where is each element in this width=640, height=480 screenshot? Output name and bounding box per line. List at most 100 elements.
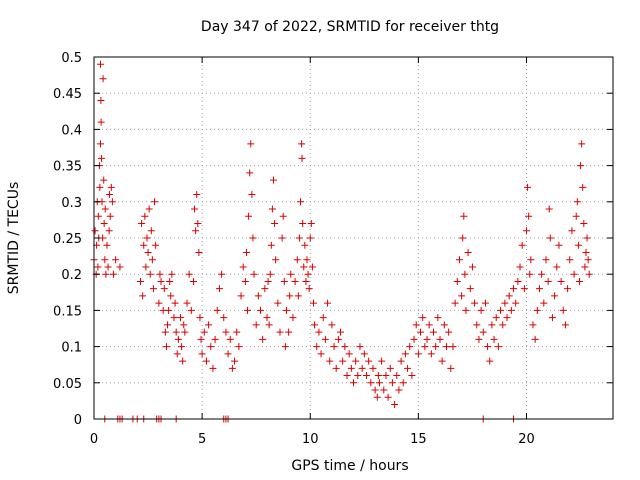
data-point [268, 205, 276, 213]
data-point [306, 234, 314, 242]
data-point [239, 263, 247, 271]
data-point [160, 285, 168, 293]
data-point [252, 321, 260, 329]
data-point [451, 299, 459, 307]
data-point [334, 335, 342, 343]
data-point [523, 227, 530, 235]
data-point [520, 285, 528, 293]
data-point [202, 357, 210, 365]
data-point [490, 335, 498, 343]
data-point [139, 292, 147, 300]
y-tick-label: 0.35 [53, 160, 82, 175]
data-point [529, 321, 537, 329]
data-point [542, 256, 550, 264]
data-point [388, 379, 396, 387]
data-point [425, 321, 433, 329]
data-point [492, 314, 500, 322]
data-point [109, 270, 117, 278]
data-point [215, 285, 223, 293]
data-point [98, 154, 106, 162]
data-point [187, 306, 195, 314]
data-point [535, 285, 543, 293]
data-point [505, 292, 513, 300]
data-point [468, 263, 476, 271]
x-axis-label: GPS time / hours [291, 458, 408, 474]
y-tick-labels: 0 0.05 0.1 0.15 0.2 0.25 0.3 0.35 0.4 0.45 0.5 [53, 51, 82, 428]
data-point [436, 335, 444, 343]
data-point [479, 328, 487, 336]
y-tick-label: 0.45 [53, 87, 82, 102]
data-point [358, 364, 366, 372]
data-point [144, 248, 152, 256]
data-point [259, 335, 267, 343]
data-point [585, 270, 593, 278]
data-point [404, 364, 412, 372]
data-point [197, 335, 205, 343]
chart-title: Day 347 of 2022, SRMTID for receiver tht… [201, 19, 499, 35]
data-point [146, 270, 154, 278]
data-point [308, 263, 316, 271]
data-point [434, 314, 442, 322]
data-point [103, 241, 111, 249]
data-point [112, 256, 120, 264]
data-point [514, 277, 522, 285]
data-point [475, 335, 483, 343]
data-point [516, 263, 524, 271]
data-point [149, 285, 157, 293]
data-point [544, 277, 552, 285]
data-point [533, 306, 541, 314]
data-point [399, 379, 407, 387]
data-point [96, 140, 104, 148]
data-point [307, 220, 315, 228]
data-point [213, 306, 221, 314]
data-point [527, 256, 535, 264]
data-point [285, 328, 293, 336]
data-point [168, 270, 176, 278]
data-point [167, 292, 175, 300]
data-point [518, 241, 526, 249]
data-point [484, 343, 492, 351]
y-axis-label: SRMTID / TECUs [6, 182, 22, 295]
data-point [555, 241, 563, 249]
data-point [309, 299, 317, 307]
data-point [384, 393, 392, 401]
data-point [244, 306, 252, 314]
data-point [486, 357, 494, 365]
data-point [374, 372, 382, 380]
data-point [481, 299, 489, 307]
data-point [102, 270, 110, 278]
y-tick-label: 0 [74, 413, 82, 428]
data-point [107, 183, 115, 191]
data-point [375, 379, 383, 387]
data-point [557, 277, 565, 285]
data-point [171, 299, 179, 307]
data-point [427, 350, 435, 358]
data-point [551, 292, 559, 300]
data-point [339, 357, 347, 365]
data-point [143, 234, 151, 242]
data-point [185, 270, 193, 278]
data-point [311, 321, 319, 329]
y-tick-label: 0.15 [53, 304, 82, 319]
data-point [267, 241, 275, 249]
data-point [145, 205, 153, 213]
data-point [458, 292, 466, 300]
data-point [299, 220, 307, 228]
data-point [584, 256, 592, 264]
data-point [220, 314, 228, 322]
data-point [577, 162, 585, 170]
data-point [328, 321, 336, 329]
data-point [174, 335, 182, 343]
data-point [222, 328, 230, 336]
data-point [173, 350, 181, 358]
data-point [568, 227, 576, 235]
data-point [279, 212, 287, 220]
data-point [271, 220, 279, 228]
data-point [193, 191, 201, 199]
y-tick-label: 0.5 [61, 51, 82, 66]
data-point [531, 335, 539, 343]
data-point [471, 299, 479, 307]
data-point [512, 299, 520, 307]
y-tick-label: 0.4 [61, 123, 82, 138]
data-point [245, 212, 253, 220]
